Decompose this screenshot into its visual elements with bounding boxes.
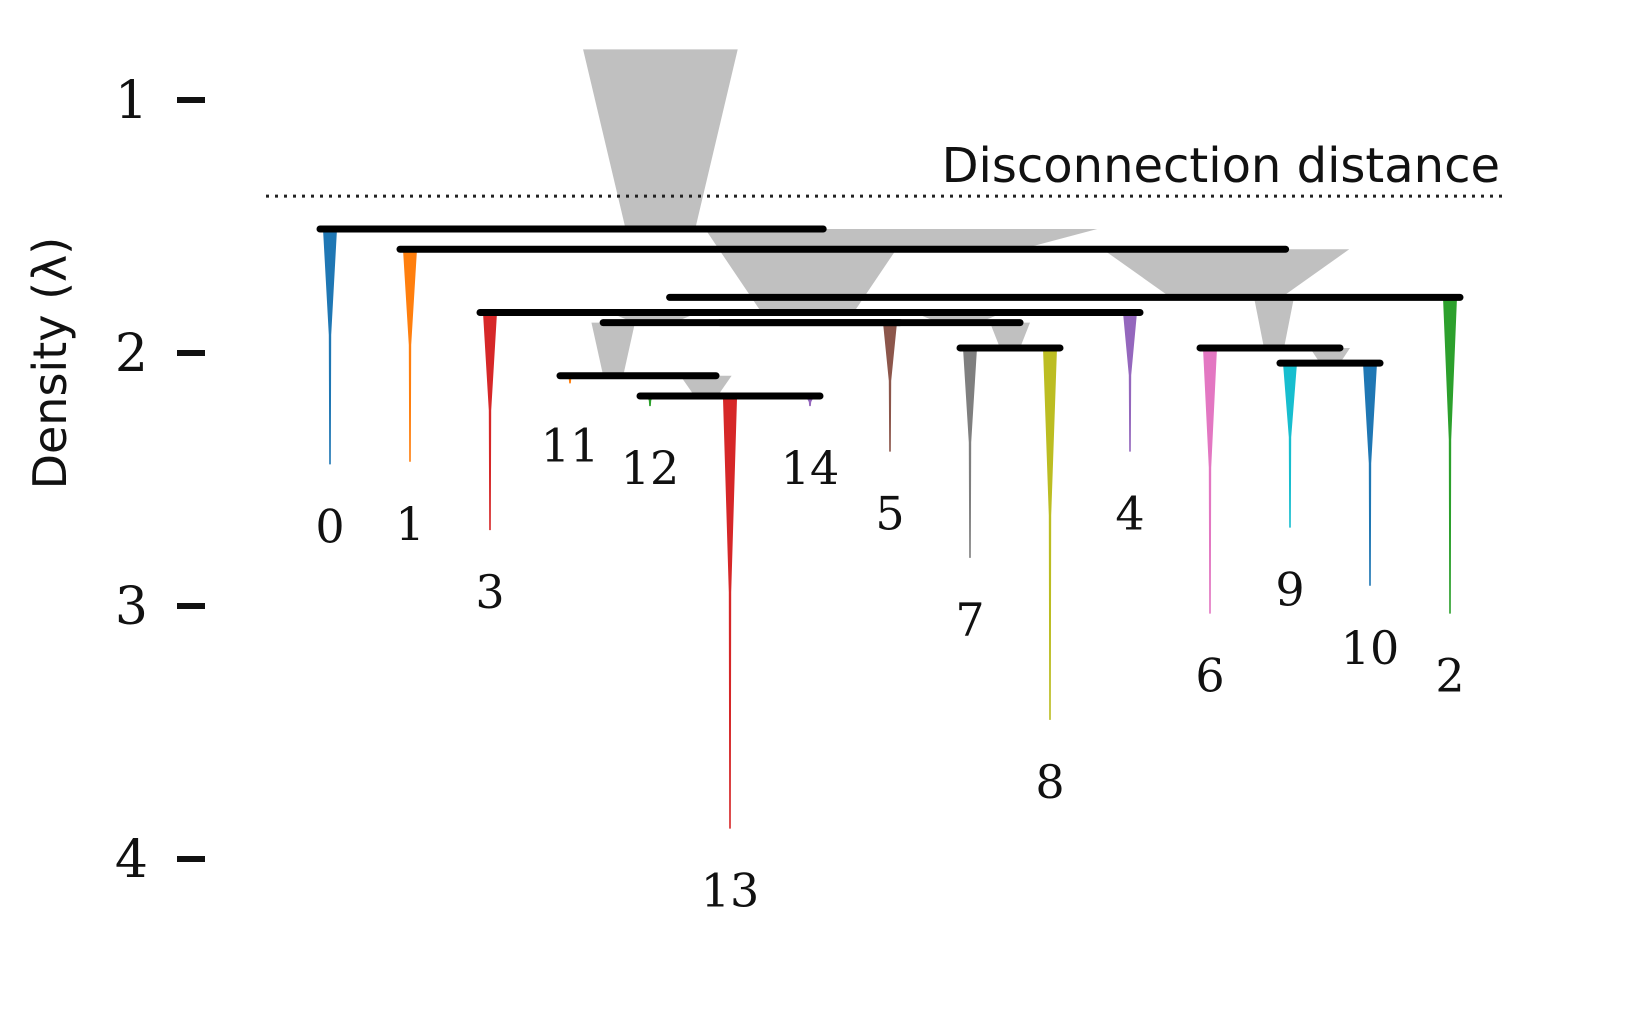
leaf-label-1: 1 [395, 497, 424, 551]
leaf-cluster-0 [323, 229, 337, 465]
leaf-label-5: 5 [875, 487, 904, 541]
leaf-label-3: 3 [475, 565, 504, 619]
leaf-cluster-10 [1363, 363, 1377, 586]
leaf-cluster-9 [1283, 363, 1297, 528]
leaf-cluster-13 [723, 398, 737, 829]
leaf-cluster-4 [1123, 312, 1137, 452]
y-tick-label-4: 4 [115, 830, 148, 890]
leaf-label-12: 12 [621, 441, 680, 495]
y-tick-label-2: 2 [115, 324, 148, 384]
leaf-label-14: 14 [781, 441, 840, 495]
leaf-label-10: 10 [1341, 621, 1400, 675]
leaf-cluster-2 [1443, 297, 1457, 614]
leaf-cluster-layer [323, 229, 1457, 829]
leaf-label-7: 7 [955, 593, 984, 647]
internal-cluster-10 [1310, 347, 1350, 364]
y-axis-title: Density (λ) [23, 237, 77, 490]
leaf-label-9: 9 [1275, 563, 1304, 617]
leaf-cluster-3 [483, 312, 497, 531]
leaf-label-0: 0 [315, 499, 344, 553]
internal-cluster-0 [583, 49, 738, 230]
leaf-label-11: 11 [541, 418, 600, 472]
leaf-cluster-8 [1043, 347, 1057, 720]
leaf-cluster-1 [403, 249, 417, 462]
merge-bar-layer [316, 225, 1464, 400]
y-axis: 1 2 3 4 [115, 71, 205, 890]
leaf-label-8: 8 [1035, 755, 1064, 809]
leaf-cluster-7 [963, 347, 977, 558]
leaf-cluster-5 [883, 322, 897, 452]
leaf-label-13: 13 [701, 864, 760, 918]
leaf-cluster-14 [807, 398, 813, 407]
internal-cluster-8 [990, 322, 1030, 348]
leaf-label-2: 2 [1435, 649, 1464, 703]
leaf-label-4: 4 [1115, 487, 1144, 541]
y-tick-label-1: 1 [115, 71, 148, 131]
internal-cluster-layer [583, 49, 1350, 397]
leaf-cluster-6 [1203, 347, 1217, 614]
internal-cluster-2 [1102, 249, 1350, 298]
disconnection-distance-label: Disconnection distance [942, 138, 1500, 194]
internal-cluster-6 [591, 322, 635, 376]
y-tick-label-3: 3 [115, 577, 148, 637]
leaf-label-6: 6 [1195, 649, 1224, 703]
internal-cluster-7 [680, 375, 732, 397]
internal-cluster-9 [1254, 297, 1294, 348]
